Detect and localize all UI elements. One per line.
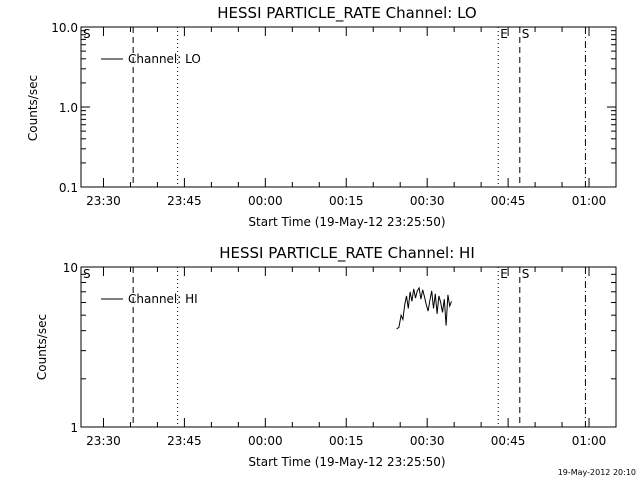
- marker-label: E: [500, 27, 508, 41]
- marker-label: S: [522, 27, 530, 41]
- x-tick-label: 00:15: [329, 434, 364, 448]
- x-tick-label: 00:30: [410, 194, 445, 208]
- x-tick-label: 23:45: [167, 194, 202, 208]
- plot-frame-lo: [80, 26, 617, 188]
- legend-label: Channel: HI: [128, 292, 198, 306]
- legend-label: Channel: LO: [128, 52, 201, 66]
- y-tick-label: 1: [70, 421, 78, 435]
- series-line-hi: [396, 286, 452, 330]
- chart-title-hi: HESSI PARTICLE_RATE Channel: HI: [219, 244, 475, 263]
- x-tick-label: 00:45: [491, 194, 526, 208]
- panel-hi: HESSI PARTICLE_RATE Channel: HI Counts/s…: [35, 244, 617, 469]
- x-tick-label: 00:00: [248, 194, 283, 208]
- y-axis-label-lo: Counts/sec: [26, 75, 40, 141]
- x-tick-label: 01:00: [572, 194, 607, 208]
- x-tick-label: 23:30: [86, 434, 121, 448]
- x-tick-label: 00:30: [410, 434, 445, 448]
- x-tick-label: 00:15: [329, 194, 364, 208]
- footer-timestamp: 19-May-2012 20:10: [558, 468, 636, 477]
- marker-label: S: [522, 267, 530, 281]
- y-tick-label: 10: [63, 261, 78, 275]
- x-tick-label: 00:00: [248, 434, 283, 448]
- marker-label: S: [83, 27, 91, 41]
- plot-frame-hi: [80, 266, 617, 428]
- y-axis-label-hi: Counts/sec: [35, 314, 49, 380]
- x-tick-label: 00:45: [491, 434, 526, 448]
- panel-lo: HESSI PARTICLE_RATE Channel: LO Counts/s…: [26, 4, 617, 229]
- x-tick-label: 01:00: [572, 434, 607, 448]
- y-tick-label: 0.1: [59, 181, 78, 195]
- x-tick-label: 23:30: [86, 194, 121, 208]
- chart-title-lo: HESSI PARTICLE_RATE Channel: LO: [217, 4, 476, 23]
- plot-area-lo: 0.1 1.0 10.0 23:30 23:45 00:00 00:15 00:30 00:45…: [51, 21, 617, 208]
- marker-label: S: [83, 267, 91, 281]
- y-tick-label: 10.0: [51, 21, 78, 35]
- marker-label: E: [500, 267, 508, 281]
- y-tick-label: 1.0: [59, 101, 78, 115]
- x-tick-label: 23:45: [167, 434, 202, 448]
- x-axis-label-hi: Start Time (19-May-12 23:25:50): [248, 455, 445, 469]
- x-axis-label-lo: Start Time (19-May-12 23:25:50): [248, 215, 445, 229]
